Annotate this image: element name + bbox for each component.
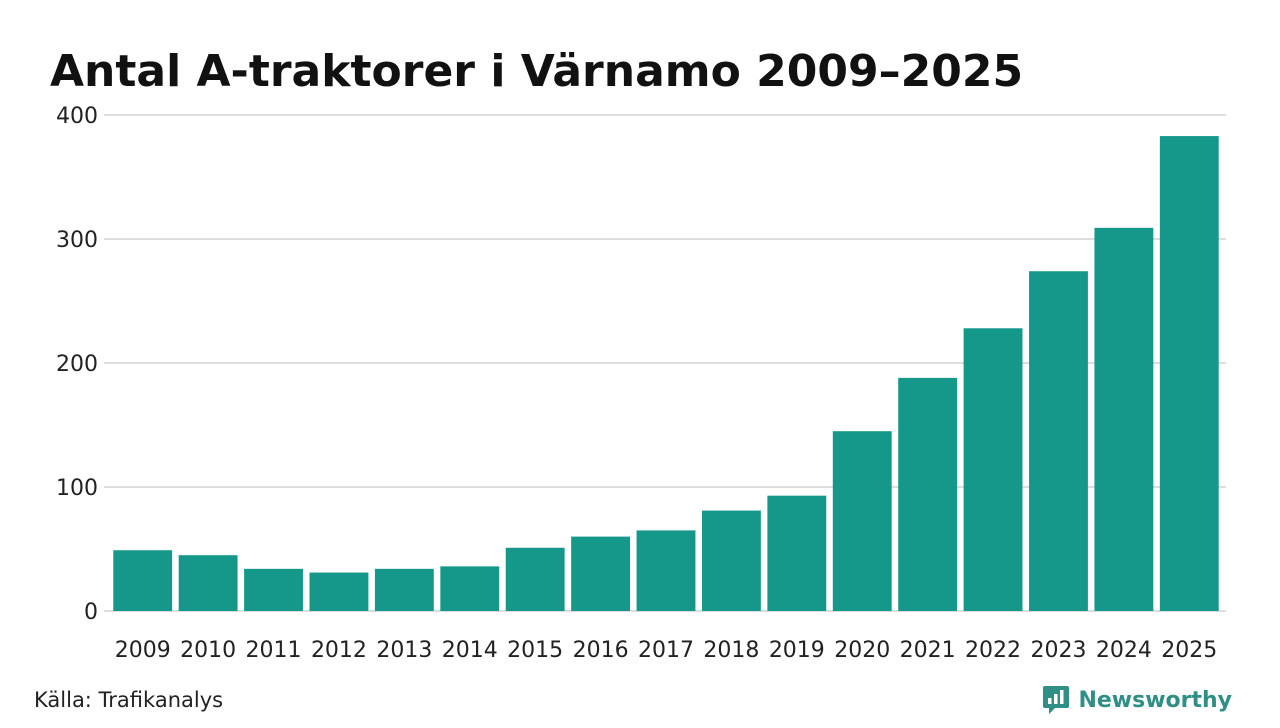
bar-2019 <box>767 495 827 611</box>
x-tick-label: 2012 <box>311 638 367 663</box>
y-tick-label: 100 <box>56 476 98 501</box>
bar-2016 <box>571 536 631 611</box>
y-axis-ticks: 0 100 200 300 400 <box>56 104 98 625</box>
bar-2017 <box>636 530 696 611</box>
bar-2024 <box>1094 227 1154 611</box>
x-tick-label: 2014 <box>442 638 498 663</box>
x-tick-label: 2022 <box>965 638 1021 663</box>
x-tick-label: 2021 <box>900 638 956 663</box>
bar-2022 <box>963 328 1023 611</box>
bar-2021 <box>898 377 958 611</box>
y-tick-label: 300 <box>56 228 98 253</box>
bar-2018 <box>701 510 761 611</box>
bar-2011 <box>244 568 303 611</box>
bar-2012 <box>309 572 369 611</box>
x-tick-label: 2020 <box>834 638 890 663</box>
chart-title: Antal A-traktorer i Värnamo 2009–2025 <box>50 46 1024 97</box>
brand-name: Newsworthy <box>1078 687 1232 713</box>
x-tick-label: 2017 <box>638 638 694 663</box>
x-tick-label: 2023 <box>1030 638 1086 663</box>
x-tick-label: 2011 <box>246 638 302 663</box>
x-tick-label: 2009 <box>115 638 171 663</box>
x-tick-label: 2016 <box>573 638 629 663</box>
y-tick-label: 0 <box>84 600 98 625</box>
bar-2025 <box>1159 136 1219 611</box>
x-tick-label: 2019 <box>769 638 825 663</box>
source-note: Källa: Trafikanalys <box>34 688 224 712</box>
bar-2014 <box>440 566 500 611</box>
x-tick-label: 2024 <box>1096 638 1152 663</box>
brand: Newsworthy <box>1042 684 1232 716</box>
x-axis-ticks: 2009 2010 2011 2012 2013 2014 2015 2016 2017 2018… <box>115 638 1218 663</box>
bar-2023 <box>1029 271 1088 611</box>
x-tick-label: 2013 <box>376 638 432 663</box>
x-tick-label: 2010 <box>180 638 236 663</box>
bar-2020 <box>832 431 892 611</box>
bar-2009 <box>113 550 173 611</box>
y-tick-label: 200 <box>56 352 98 377</box>
bar-2013 <box>374 568 434 611</box>
bar-2015 <box>505 547 565 611</box>
x-tick-label: 2018 <box>703 638 759 663</box>
bars <box>113 136 1219 611</box>
y-tick-label: 400 <box>56 104 98 129</box>
x-tick-label: 2025 <box>1161 638 1217 663</box>
bar-2010 <box>178 555 238 611</box>
newsworthy-logo-icon <box>1043 686 1070 714</box>
x-tick-label: 2015 <box>507 638 563 663</box>
